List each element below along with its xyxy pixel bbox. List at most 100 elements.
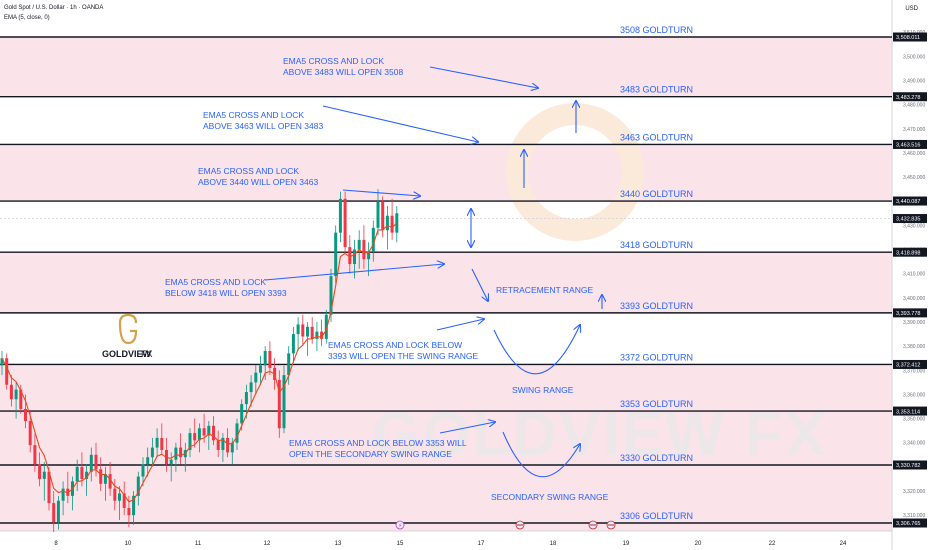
annotation-5-line-0: EMA5 CROSS AND LOCK BELOW 3353 WILL	[289, 438, 467, 448]
candle-body-75[interactable]	[353, 249, 356, 265]
candle-body-65[interactable]	[306, 326, 309, 337]
candle-body-79[interactable]	[371, 227, 375, 252]
candle-body-77[interactable]	[362, 239, 366, 260]
level-label-3508: 3508 GOLDTURN	[620, 25, 693, 35]
dividend-event-icon[interactable]	[395, 520, 405, 530]
candle-body-23[interactable]	[108, 474, 112, 489]
candle-body-27[interactable]	[127, 507, 131, 516]
candle-body-38[interactable]	[179, 447, 183, 458]
candle-body-37[interactable]	[174, 447, 178, 460]
y-tick-label-3350: 3,350.000	[903, 417, 925, 423]
price-tag-3372: 3,372.412	[896, 363, 920, 369]
candle-body-71[interactable]	[334, 232, 338, 277]
candle-body-22[interactable]	[103, 474, 107, 484]
x-tick-label-19: 19	[623, 541, 630, 547]
candle-body-41[interactable]	[193, 433, 197, 441]
candle-body-20[interactable]	[94, 454, 98, 470]
candle-body-33[interactable]	[155, 437, 159, 448]
x-tick-label-12: 12	[264, 541, 271, 547]
candle-body-48[interactable]	[226, 437, 230, 453]
candle-body-56[interactable]	[263, 350, 267, 366]
candle-body-9[interactable]	[42, 471, 46, 479]
candle-body-73[interactable]	[343, 198, 347, 248]
candle-body-59[interactable]	[277, 379, 281, 429]
candle-body-13[interactable]	[61, 488, 65, 501]
current-price-tag: 3,432.835	[896, 217, 920, 223]
candle-body-72[interactable]	[338, 198, 342, 233]
candle-body-51[interactable]	[240, 404, 244, 424]
candle-body-25[interactable]	[118, 493, 121, 501]
annotation-arrow-1	[322, 105, 478, 142]
candle-body-24[interactable]	[113, 488, 117, 501]
candle-body-82[interactable]	[385, 215, 389, 231]
candle-body-53[interactable]	[249, 382, 253, 393]
candle-body-30[interactable]	[141, 464, 145, 477]
candle-body-19[interactable]	[89, 454, 93, 472]
candle-body-69[interactable]	[324, 314, 328, 339]
candle-body-60[interactable]	[282, 375, 286, 429]
candle-body-68[interactable]	[320, 331, 324, 339]
price-tag-box-3307	[893, 518, 927, 528]
candle-body-26[interactable]	[122, 493, 126, 508]
candle-body-42[interactable]	[197, 428, 201, 441]
candle-body-78[interactable]	[367, 251, 371, 260]
y-tick-label-3340: 3,340.000	[903, 441, 925, 447]
price-tag-box-3394	[893, 308, 927, 318]
candle-body-81[interactable]	[381, 201, 385, 231]
candle-body-12[interactable]	[56, 500, 60, 523]
candle-body-62[interactable]	[291, 334, 295, 354]
candle-body-54[interactable]	[254, 372, 258, 383]
candle-body-57[interactable]	[268, 350, 272, 368]
lightning-icon: ⚡	[398, 523, 402, 530]
x-tick-label-8: 8	[54, 541, 58, 547]
candle-body-49[interactable]	[230, 442, 234, 453]
candle-body-7[interactable]	[33, 445, 37, 465]
candle-body-4[interactable]	[19, 389, 23, 409]
candle-body-34[interactable]	[160, 437, 164, 450]
candle-body-2[interactable]	[9, 384, 13, 400]
candle-body-17[interactable]	[80, 466, 84, 479]
candle-body-66[interactable]	[310, 326, 314, 339]
candle-body-31[interactable]	[146, 457, 150, 465]
candle-body-80[interactable]	[376, 201, 380, 228]
candle-body-76[interactable]	[357, 239, 361, 250]
candle-body-46[interactable]	[216, 440, 220, 450]
candle-body-10[interactable]	[47, 471, 51, 504]
candle-body-8[interactable]	[38, 464, 42, 479]
candle-body-3[interactable]	[14, 389, 18, 400]
range-label-2: SECONDARY SWING RANGE	[491, 492, 609, 502]
candle-body-67[interactable]	[315, 331, 319, 339]
candle-body-1[interactable]	[5, 358, 9, 385]
candle-body-63[interactable]	[296, 324, 300, 335]
candle-body-44[interactable]	[207, 425, 211, 436]
candle-body-32[interactable]	[150, 447, 154, 458]
candle-body-36[interactable]	[169, 459, 173, 465]
candle-body-43[interactable]	[202, 428, 206, 436]
candle-body-29[interactable]	[136, 476, 140, 496]
candle-body-55[interactable]	[259, 365, 262, 373]
candle-body-74[interactable]	[348, 247, 352, 265]
candle-body-16[interactable]	[75, 466, 79, 482]
candle-body-18[interactable]	[85, 471, 89, 479]
indicator-legend-ema[interactable]: EMA (5, close, 0)	[4, 15, 50, 21]
price-tag-3483: 3,483.278	[896, 95, 920, 101]
candle-body-40[interactable]	[188, 433, 192, 450]
candle-body-70[interactable]	[329, 276, 333, 315]
annotation-0-line-1: ABOVE 3483 WILL OPEN 3508	[283, 67, 403, 77]
candle-body-0[interactable]	[0, 358, 4, 366]
candle-body-83[interactable]	[390, 215, 394, 233]
candle-body-52[interactable]	[244, 392, 248, 405]
candle-body-6[interactable]	[28, 421, 32, 446]
candle-body-45[interactable]	[212, 425, 215, 441]
candle-body-64[interactable]	[301, 324, 305, 337]
y-tick-label-3490: 3,490.000	[903, 78, 925, 84]
candle-body-50[interactable]	[235, 423, 239, 443]
candle-body-5[interactable]	[24, 408, 27, 422]
candle-body-28[interactable]	[132, 495, 136, 516]
candle-body-47[interactable]	[221, 437, 225, 450]
candle-body-11[interactable]	[52, 503, 56, 523]
chart-title: Gold Spot / U.S. Dollar · 1h · OANDA	[4, 5, 104, 11]
candle-body-61[interactable]	[287, 353, 291, 376]
candle-body-21[interactable]	[99, 469, 103, 484]
